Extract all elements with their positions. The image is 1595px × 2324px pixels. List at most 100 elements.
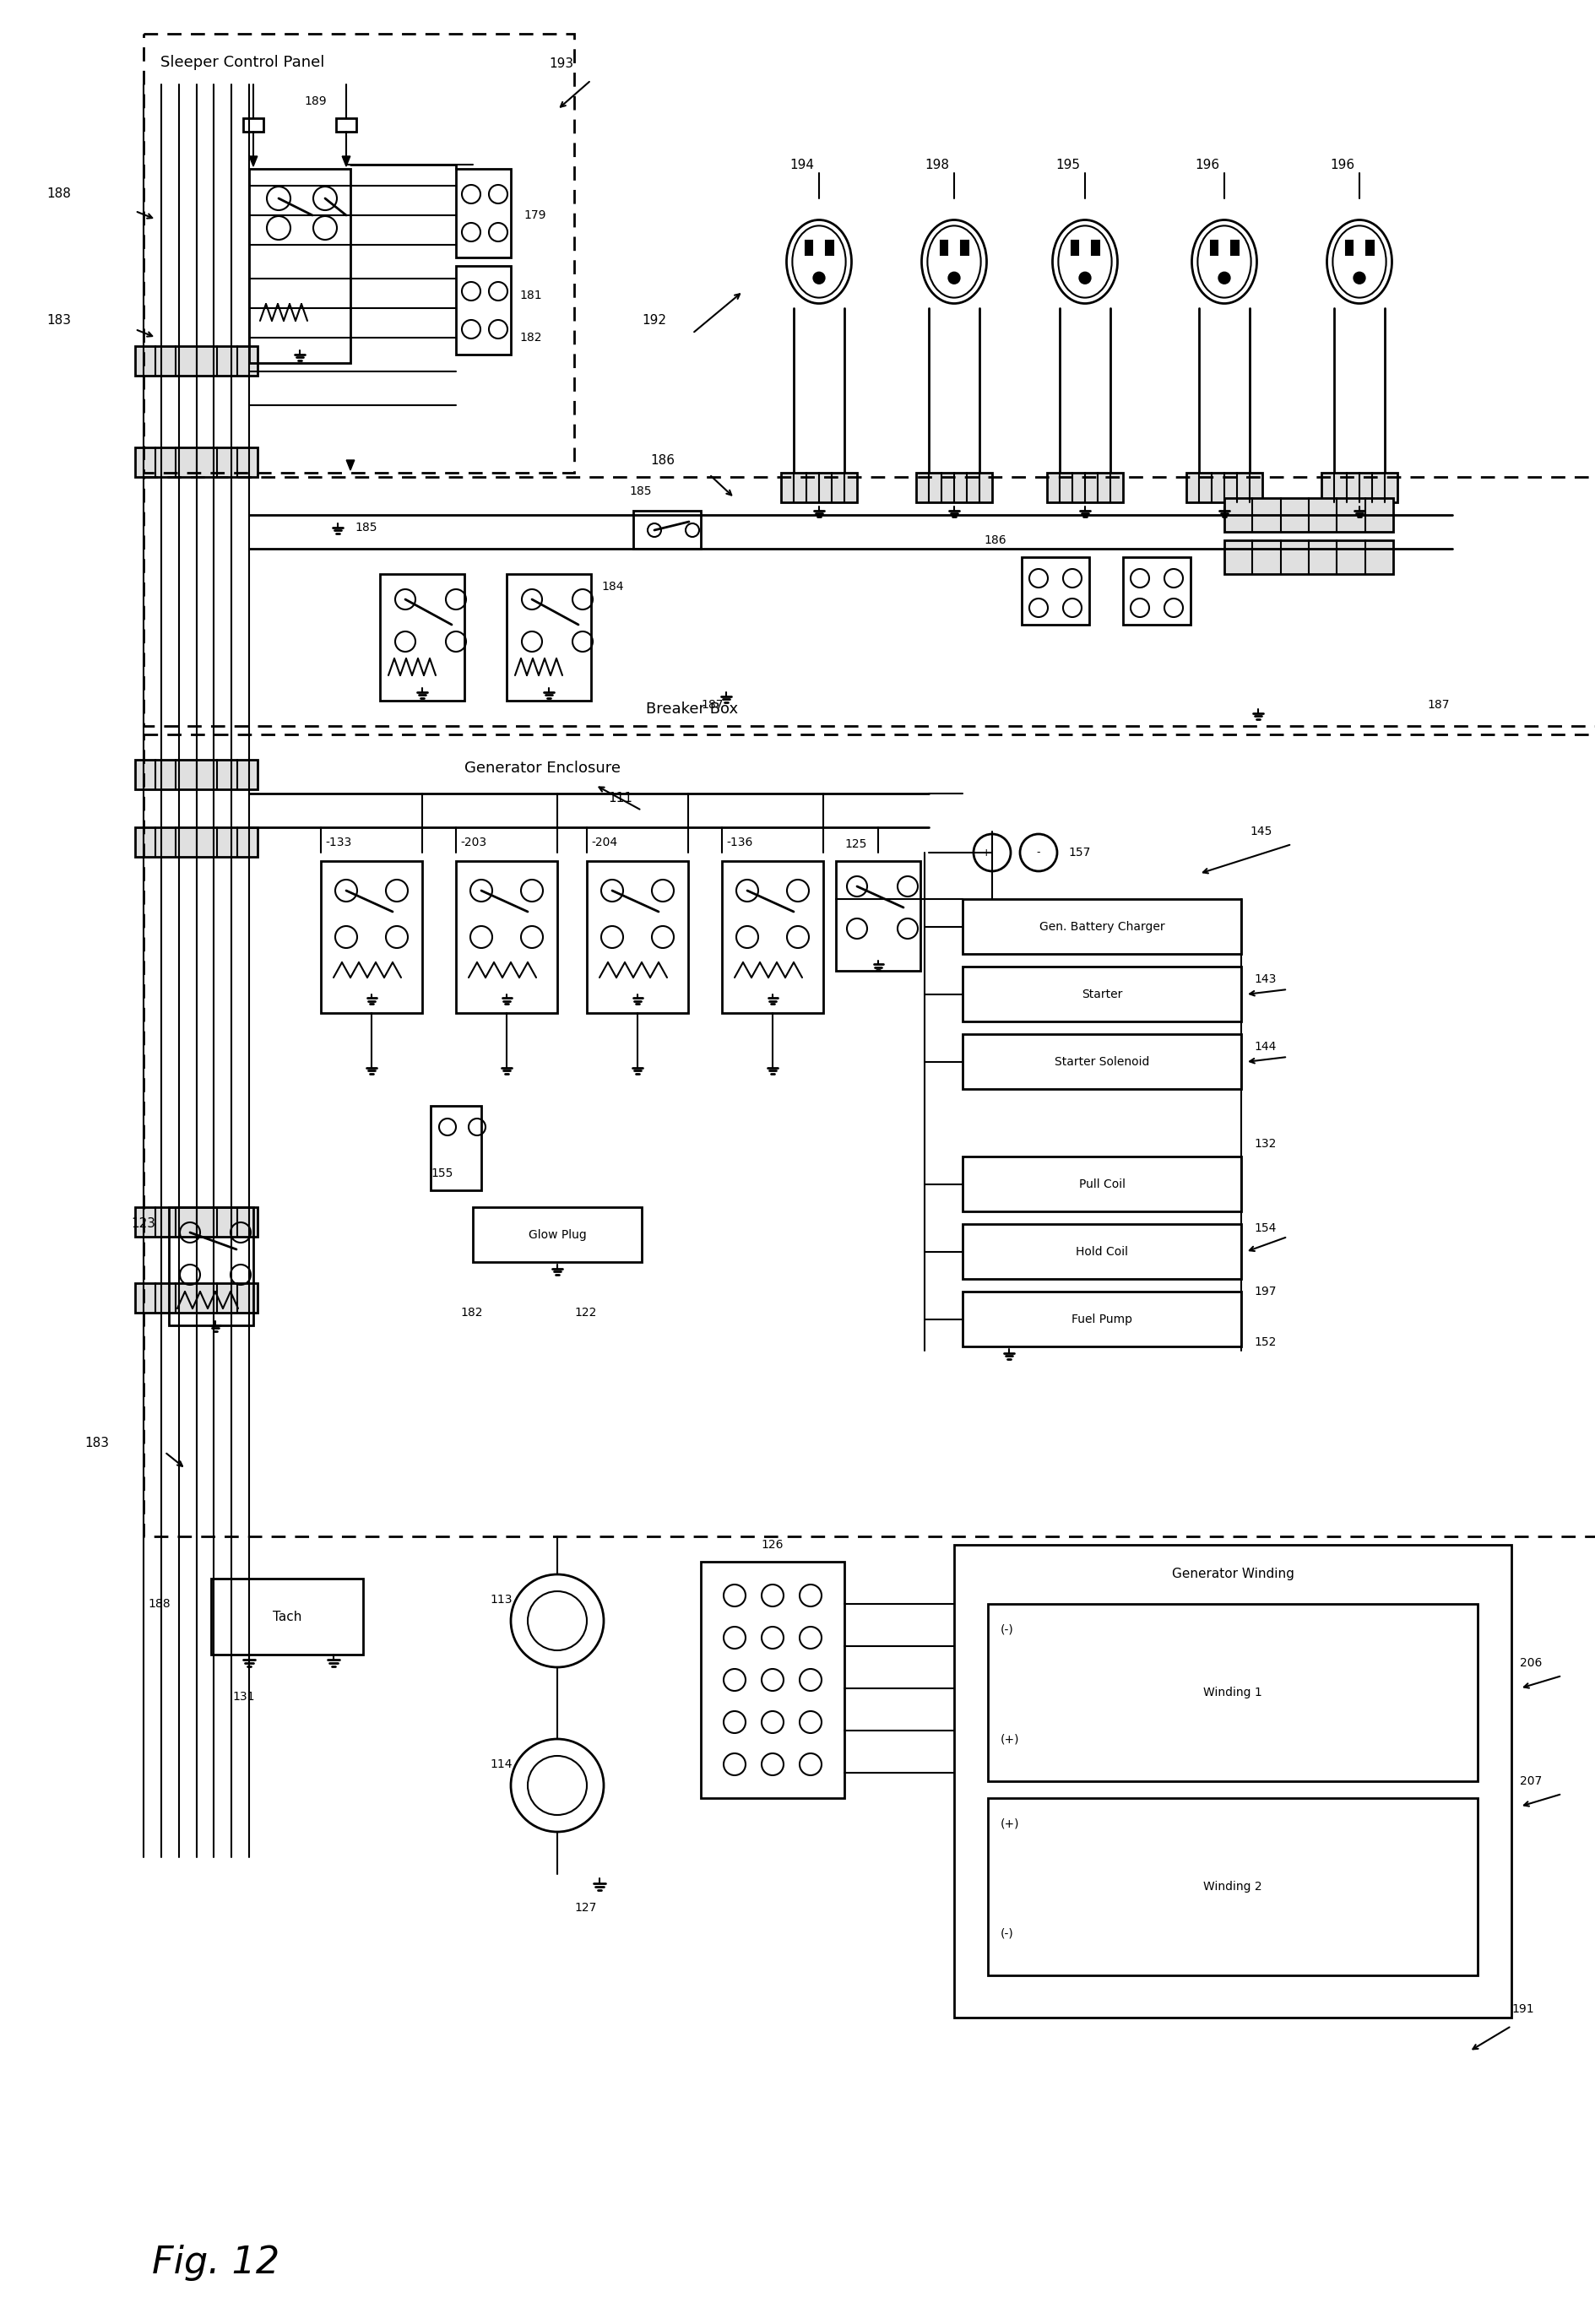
Text: 191: 191 <box>1512 2003 1534 2015</box>
Bar <box>1321 472 1397 502</box>
Bar <box>962 899 1241 953</box>
Bar <box>954 1545 1512 2017</box>
Polygon shape <box>343 156 351 167</box>
Text: 183: 183 <box>46 314 70 328</box>
Bar <box>962 242 968 256</box>
Text: 113: 113 <box>490 1594 512 1606</box>
Bar <box>782 472 857 502</box>
Text: 126: 126 <box>761 1538 783 1550</box>
Bar <box>1046 472 1123 502</box>
Text: Breaker Box: Breaker Box <box>646 702 738 716</box>
Text: -203: -203 <box>461 837 486 848</box>
Bar <box>136 1283 257 1313</box>
Bar <box>1367 242 1373 256</box>
Text: Starter: Starter <box>1081 988 1123 999</box>
Text: 145: 145 <box>1249 825 1271 837</box>
Bar <box>1093 242 1099 256</box>
Bar <box>211 1578 364 1655</box>
Bar <box>136 827 257 858</box>
Text: 157: 157 <box>1069 846 1091 858</box>
Text: Generator Enclosure: Generator Enclosure <box>464 760 620 776</box>
Text: 193: 193 <box>549 58 574 70</box>
Bar <box>1225 539 1392 574</box>
Text: 206: 206 <box>1520 1657 1542 1669</box>
Bar <box>136 760 257 790</box>
Text: 127: 127 <box>574 1901 597 1913</box>
Bar <box>1022 558 1089 625</box>
Bar <box>144 476 1595 725</box>
Text: Starter Solenoid: Starter Solenoid <box>1054 1055 1150 1067</box>
Text: 132: 132 <box>1254 1139 1276 1150</box>
Text: 196: 196 <box>1195 158 1220 172</box>
Text: 154: 154 <box>1254 1222 1276 1234</box>
Text: -204: -204 <box>592 837 617 848</box>
Text: 188: 188 <box>46 188 70 200</box>
Bar <box>136 346 257 376</box>
Circle shape <box>1080 272 1091 284</box>
Text: 152: 152 <box>1254 1336 1276 1348</box>
Text: -136: -136 <box>726 837 753 848</box>
Text: 125: 125 <box>844 839 866 851</box>
Text: 122: 122 <box>574 1306 597 1318</box>
Text: (-): (-) <box>1000 1624 1014 1636</box>
Text: 143: 143 <box>1254 974 1276 985</box>
Text: 197: 197 <box>1254 1285 1276 1297</box>
Bar <box>1187 472 1262 502</box>
Text: +: + <box>983 848 990 858</box>
Text: Fuel Pump: Fuel Pump <box>1072 1313 1132 1325</box>
Bar <box>144 35 574 472</box>
Text: Winding 2: Winding 2 <box>1203 1880 1262 1892</box>
Text: 111: 111 <box>608 792 632 804</box>
Bar <box>962 1157 1241 1211</box>
Text: 196: 196 <box>1330 158 1354 172</box>
Bar <box>826 242 833 256</box>
Polygon shape <box>249 156 257 167</box>
Bar <box>507 574 592 700</box>
Text: Fig. 12: Fig. 12 <box>152 2245 279 2280</box>
Bar <box>700 1562 844 1799</box>
Text: Gen. Battery Charger: Gen. Battery Charger <box>1040 920 1164 932</box>
Bar <box>456 170 510 258</box>
Text: Glow Plug: Glow Plug <box>528 1229 587 1241</box>
Text: 195: 195 <box>1056 158 1080 172</box>
Text: 207: 207 <box>1520 1776 1542 1787</box>
Text: 185: 185 <box>354 521 376 535</box>
Text: Winding 1: Winding 1 <box>1203 1687 1262 1699</box>
Circle shape <box>1354 272 1365 284</box>
Bar <box>472 1206 641 1262</box>
Bar <box>321 862 423 1013</box>
Circle shape <box>949 272 960 284</box>
Bar <box>249 170 351 363</box>
Bar <box>1123 558 1190 625</box>
Bar <box>962 967 1241 1023</box>
Text: 192: 192 <box>641 314 667 328</box>
Circle shape <box>1219 272 1230 284</box>
Text: Hold Coil: Hold Coil <box>1075 1246 1128 1257</box>
Text: 179: 179 <box>523 209 545 221</box>
Text: (+): (+) <box>1000 1734 1019 1745</box>
Text: 155: 155 <box>431 1167 453 1178</box>
Bar <box>431 1106 482 1190</box>
Bar <box>136 1206 257 1236</box>
Bar <box>1231 242 1238 256</box>
Text: 186: 186 <box>651 453 675 467</box>
Text: 185: 185 <box>628 486 651 497</box>
Bar <box>337 119 356 132</box>
Bar <box>169 1206 254 1325</box>
Text: -: - <box>1037 848 1040 858</box>
Text: 194: 194 <box>790 158 815 172</box>
Text: 182: 182 <box>520 332 542 344</box>
Text: 187: 187 <box>1428 700 1450 711</box>
Circle shape <box>813 272 825 284</box>
Text: 189: 189 <box>305 95 327 107</box>
Text: 187: 187 <box>700 700 723 711</box>
Bar <box>144 734 1595 1536</box>
Bar <box>1346 242 1353 256</box>
Text: Sleeper Control Panel: Sleeper Control Panel <box>161 56 324 70</box>
Bar <box>1225 497 1392 532</box>
Text: 183: 183 <box>85 1436 108 1450</box>
Bar <box>987 1604 1477 1780</box>
Bar <box>1072 242 1078 256</box>
Text: 182: 182 <box>461 1306 483 1318</box>
Polygon shape <box>346 460 354 469</box>
